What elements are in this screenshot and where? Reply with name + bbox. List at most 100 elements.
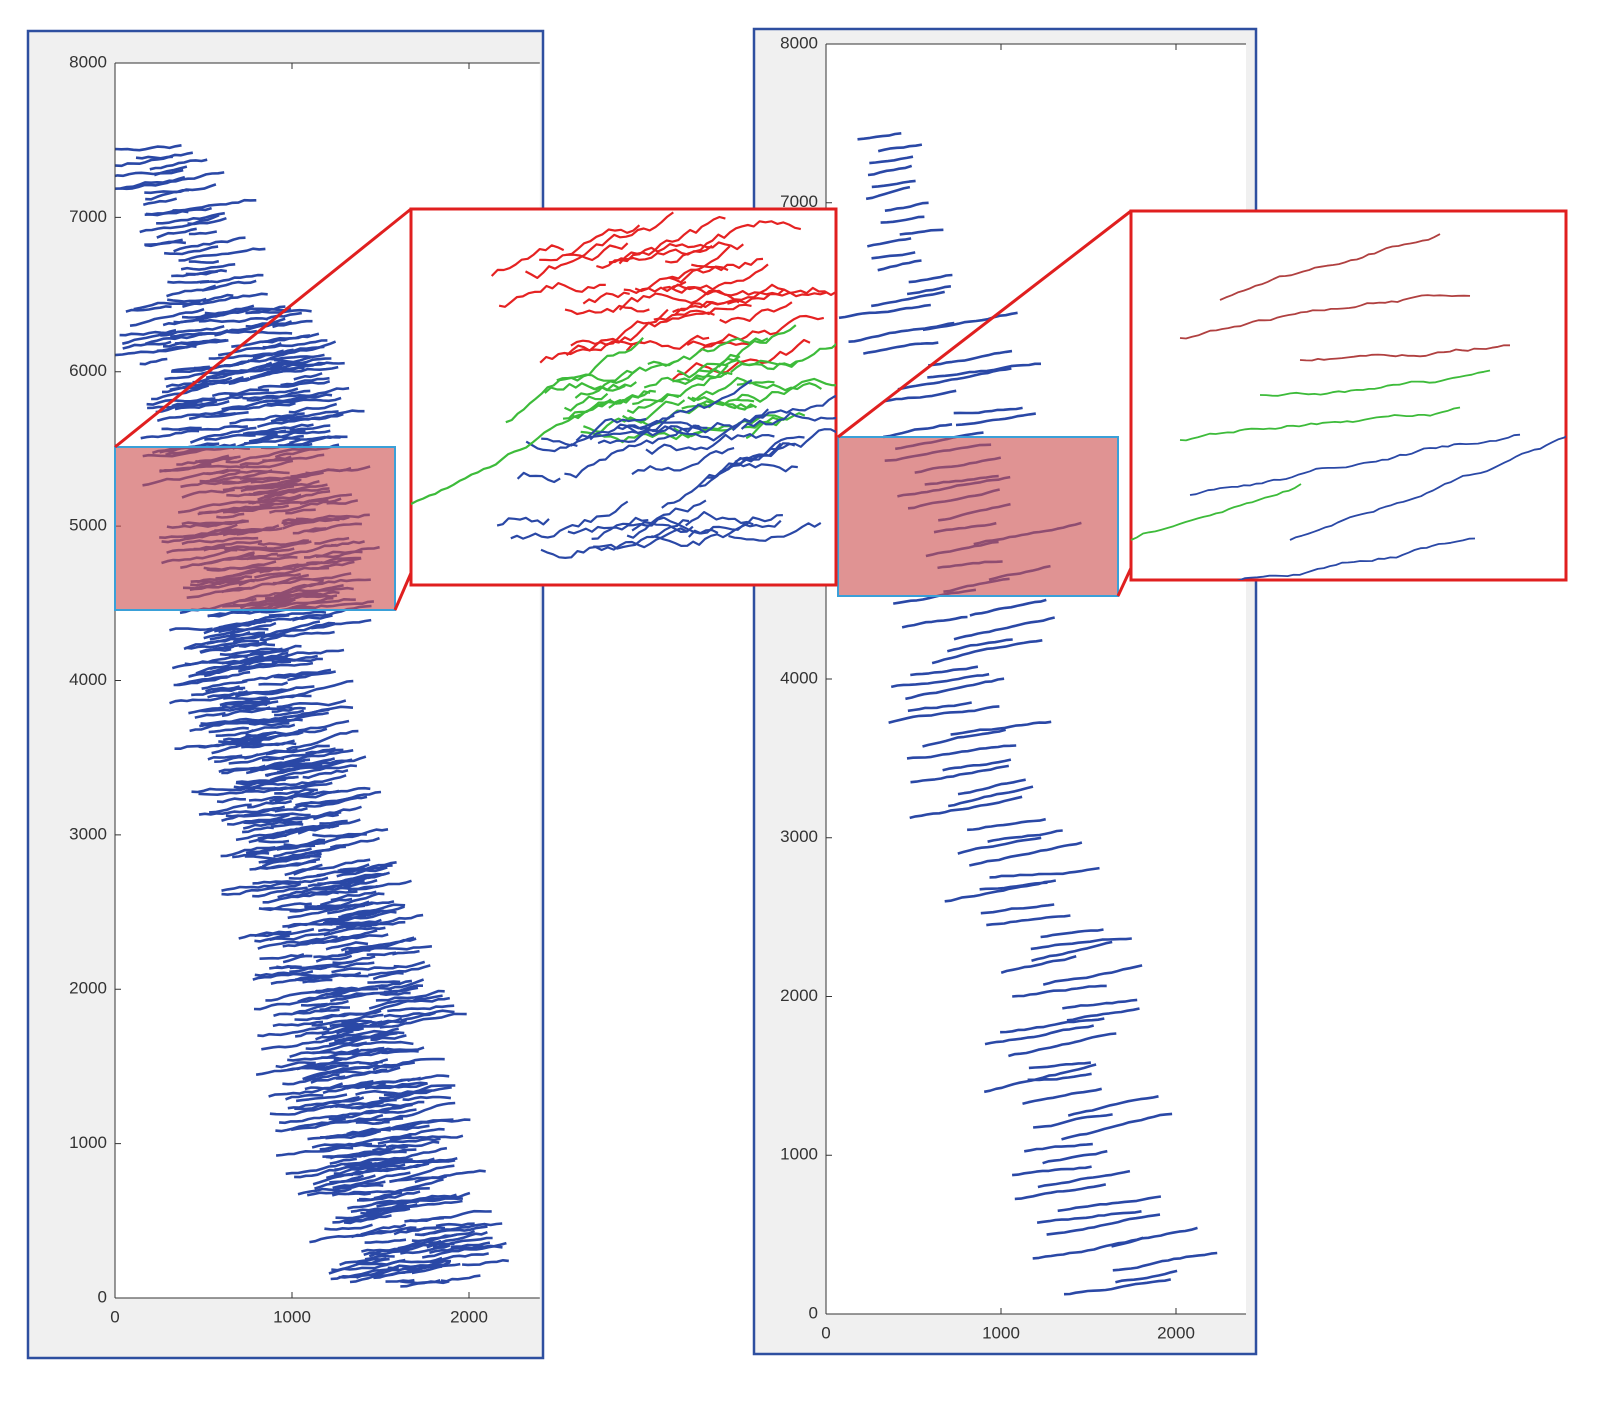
crack-trace [286, 729, 359, 751]
zoom-inset [1129, 209, 1568, 582]
crack-trace [308, 1060, 383, 1068]
zoom-connector [837, 209, 1132, 439]
crack-trace [950, 720, 1052, 736]
crack-trace [317, 921, 369, 933]
crack-trace [245, 758, 311, 775]
crack-trace [676, 359, 799, 379]
crack-trace [325, 1131, 377, 1140]
crack-trace [289, 424, 331, 432]
crack-trace [634, 265, 729, 293]
crack-trace [232, 620, 321, 644]
crack-trace [282, 931, 367, 948]
y-tick-label: 5000 [69, 516, 107, 535]
crack-trace [198, 787, 256, 797]
crack-trace [429, 1252, 489, 1264]
crack-trace [189, 426, 257, 444]
crack-trace [632, 364, 729, 406]
crack-trace [983, 1063, 1097, 1094]
crack-trace [1057, 1195, 1162, 1213]
crack-trace [282, 954, 313, 964]
crack-trace [173, 236, 246, 253]
crack-trace [257, 418, 301, 428]
crack-trace [909, 795, 1023, 820]
crack-trace [309, 1230, 392, 1244]
crack-trace [570, 311, 715, 347]
crack-trace [203, 629, 236, 640]
crack-trace [254, 970, 314, 977]
crack-trace [435, 1222, 475, 1228]
crack-trace [400, 1244, 451, 1255]
crack-trace [155, 400, 203, 414]
crack-trace [205, 685, 241, 693]
crack-trace [910, 665, 979, 677]
crack-trace [330, 890, 377, 902]
crack-trace [565, 337, 643, 357]
crack-trace [907, 701, 972, 713]
crack-trace [1042, 1149, 1108, 1165]
crack-trace [539, 308, 669, 364]
crack-trace [906, 744, 1017, 760]
crack-trace [149, 158, 208, 171]
crack-trace [355, 1089, 401, 1096]
crack-trace [280, 376, 330, 387]
crack-trace [883, 389, 957, 403]
crack-trace [217, 342, 282, 357]
crack-trace [871, 251, 916, 260]
crack-trace [247, 340, 337, 363]
crack-trace [392, 949, 420, 956]
crack-trace [221, 807, 273, 823]
crack-trace [222, 734, 264, 742]
crack-trace [245, 317, 286, 328]
crack-trace [242, 826, 274, 834]
crack-trace [311, 618, 372, 630]
crack-trace [1061, 1112, 1173, 1141]
crack-trace [306, 1187, 352, 1197]
crack-trace [905, 677, 1005, 701]
crack-trace [404, 1209, 492, 1223]
crack-trace [698, 314, 825, 353]
crack-trace [329, 1020, 383, 1028]
zoom-connector [114, 207, 412, 449]
crack-trace [269, 965, 302, 970]
crack-trace [377, 1137, 441, 1145]
crack-trace [139, 357, 168, 366]
crack-trace [243, 817, 303, 825]
crack-trace [672, 300, 724, 314]
crack-trace [333, 1050, 397, 1062]
crack-trace [171, 365, 211, 372]
crack-trace [516, 471, 561, 484]
y-tick-label: 3000 [780, 827, 818, 846]
crack-trace [275, 410, 339, 421]
crack-trace [142, 197, 178, 206]
crack-trace [541, 414, 675, 447]
x-tick-label: 2000 [1157, 1323, 1195, 1342]
crack-trace [1032, 1236, 1144, 1260]
crack-trace [368, 964, 431, 977]
crack-trace [237, 661, 314, 673]
crack-trace [1189, 433, 1521, 496]
crack-trace [181, 304, 255, 319]
inset-traces [1131, 233, 1566, 580]
crack-trace [364, 1238, 407, 1244]
crack-trace [302, 769, 349, 780]
crack-trace [343, 1215, 377, 1225]
crack-trace [582, 291, 630, 305]
crack-trace [200, 645, 235, 654]
y-tick-label: 4000 [780, 668, 818, 687]
crack-trace [274, 774, 347, 791]
crack-trace [238, 642, 276, 648]
crack-trace [379, 991, 411, 997]
crack-trace [375, 989, 445, 1002]
crack-trace [510, 500, 629, 540]
crack-trace [312, 1047, 360, 1055]
crack-trace [289, 961, 375, 971]
crack-trace [524, 211, 674, 279]
crack-trace [389, 1164, 455, 1184]
crack-trace [922, 728, 1007, 748]
crack-trace [591, 516, 649, 540]
crack-trace [287, 1096, 365, 1110]
crack-trace [325, 941, 369, 951]
crack-trace [144, 331, 212, 346]
crack-trace [631, 521, 694, 534]
crack-trace [948, 785, 1034, 808]
